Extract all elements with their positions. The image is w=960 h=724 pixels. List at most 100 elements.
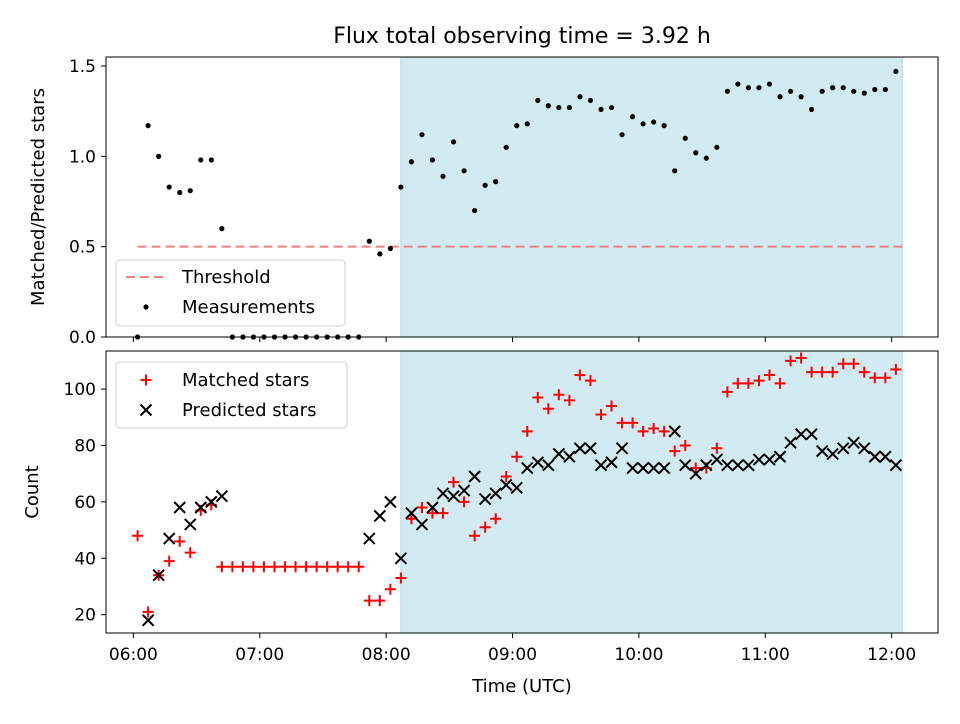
predicted-star-marker [584, 442, 597, 455]
matched-star-marker [595, 408, 607, 420]
predicted-star-marker [573, 442, 587, 455]
measurement-point [482, 182, 488, 188]
top-ylabel: Matched/Predicted stars [28, 88, 49, 306]
predicted-star-marker [162, 532, 176, 545]
matched-star-marker [532, 392, 544, 404]
measurement-point [787, 88, 794, 94]
chart-title: Flux total observing time = 3.92 h [333, 24, 711, 49]
measurement-point [714, 144, 720, 150]
measurement-point [872, 86, 878, 93]
predicted-star-marker [521, 461, 534, 475]
measurement-point [682, 135, 688, 141]
bottom-xtick-label: 12:00 [867, 645, 916, 665]
bottom-ytick-label: 80 [74, 436, 96, 456]
matched-star-marker [353, 561, 365, 573]
bottom-xtick-label: 11:00 [741, 645, 790, 665]
matched-star-marker [342, 561, 354, 573]
top-ytick-label: 1.0 [69, 147, 96, 167]
top-panel: 0.0 0.5 1.0 1.5 Matched/Predicted stars Thr… [28, 56, 939, 348]
matched-star-marker [584, 375, 596, 387]
matched-star-marker [637, 425, 649, 437]
matched-star-marker [574, 369, 586, 381]
bottom-xtick-label: 07:00 [235, 645, 284, 665]
bottom-xtick-label: 06:00 [109, 645, 158, 665]
matched-star-marker [542, 403, 554, 415]
predicted-star-marker [594, 459, 608, 472]
matched-star-marker [763, 369, 775, 381]
predicted-star-marker [826, 447, 839, 461]
matched-star-marker [216, 561, 228, 573]
predicted-star-marker [542, 459, 555, 472]
matched-star-marker [553, 389, 565, 401]
top-legend-box [115, 259, 346, 327]
matched-star-marker [490, 513, 502, 525]
bottom-ytick-label: 20 [74, 606, 96, 626]
bottom-ylabel: Count [22, 465, 43, 518]
legend-matched-swatch [140, 374, 152, 386]
measurement-point [756, 85, 762, 91]
predicted-star-marker [679, 459, 692, 472]
matched-star-marker [142, 606, 154, 618]
matched-star-marker [679, 439, 691, 451]
legend-matched-label: Matched stars [182, 370, 309, 391]
predicted-star-marker [721, 459, 734, 472]
measurement-point [819, 88, 825, 94]
matched-star-marker [290, 561, 302, 573]
top-ytick-label: 0.0 [69, 328, 96, 348]
matched-star-marker [837, 358, 849, 370]
legend-threshold-label: Threshold [181, 267, 271, 288]
measurement-point [640, 121, 646, 127]
matched-star-marker [858, 366, 870, 378]
matched-star-marker [690, 462, 702, 474]
measurement-point [608, 104, 615, 111]
measurement-point [156, 153, 162, 159]
bottom-panel: 20 40 60 80 100 06:00 07:00 08:00 09:00 10:00 11:… [22, 350, 939, 697]
measurement-point [419, 132, 425, 138]
predicted-star-marker [499, 478, 513, 492]
measurement-point [851, 88, 857, 94]
matched-star-marker [669, 445, 681, 457]
measurement-point [619, 132, 625, 138]
matched-star-marker [806, 366, 818, 378]
predicted-star-marker [815, 444, 829, 458]
matched-star-marker [374, 595, 386, 607]
legend-measurement-swatch [143, 304, 149, 310]
matched-star-marker [774, 377, 786, 389]
predicted-star-marker [636, 461, 650, 475]
predicted-star-marker [531, 456, 545, 469]
measurement-point [177, 189, 183, 196]
matched-star-marker [795, 352, 807, 364]
matched-star-marker [300, 561, 312, 573]
predicted-star-marker [837, 442, 850, 455]
predicted-star-marker [794, 427, 808, 441]
matched-star-marker [616, 417, 628, 429]
matched-star-marker [321, 561, 333, 573]
measurement-point [651, 119, 657, 125]
matched-star-marker [458, 496, 470, 508]
matched-star-marker [332, 561, 344, 573]
matched-star-marker [226, 561, 238, 573]
matched-star-marker [753, 375, 765, 387]
matched-star-marker [869, 372, 881, 384]
measurement-point [809, 106, 815, 112]
matched-star-marker [606, 400, 618, 412]
matched-star-marker [721, 386, 733, 398]
matched-star-marker [258, 561, 270, 573]
predicted-star-marker [394, 552, 408, 565]
measurement-point [198, 157, 204, 163]
measurement-point [587, 97, 594, 103]
measurement-point [556, 104, 562, 111]
measurement-point [145, 123, 151, 129]
predicted-star-marker [363, 532, 376, 545]
predicted-star-marker [773, 450, 787, 463]
measurement-point [187, 188, 193, 194]
top-shaded-interval [400, 56, 903, 338]
predicted-star-marker [215, 490, 229, 503]
matched-star-marker [511, 451, 523, 463]
predicted-star-marker [752, 453, 766, 466]
measurement-point [408, 159, 415, 165]
measurement-point [661, 123, 667, 129]
predicted-star-marker [384, 495, 397, 509]
predicted-star-marker [847, 436, 860, 449]
